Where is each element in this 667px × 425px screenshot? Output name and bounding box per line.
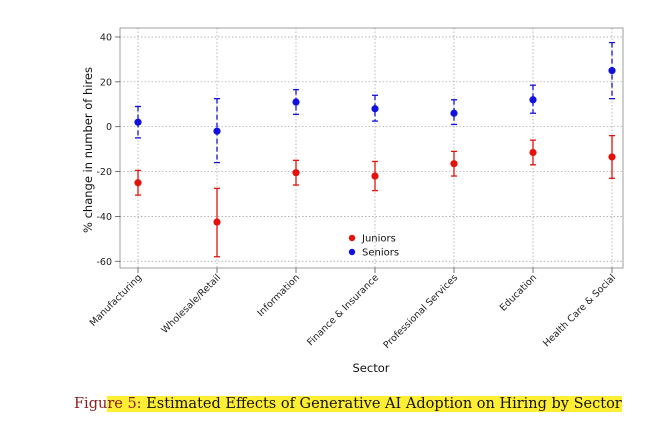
figure-caption: Figure 5: Estimated Effects of Generativ…	[74, 396, 622, 412]
caption-highlight: re 5: Estimated Effects of Generative AI…	[107, 396, 622, 412]
seniors-point	[529, 96, 537, 104]
x-tick-label: Education	[498, 272, 539, 313]
juniors-point	[134, 179, 142, 187]
juniors-point	[371, 172, 379, 180]
caption-highlight-start: r	[107, 396, 115, 412]
y-axis: -60 -40 -20 0 20 40	[96, 32, 120, 268]
y-tick-label: -20	[96, 167, 112, 178]
x-tick-label: Health Care & Social	[541, 272, 618, 349]
legend: Juniors Seniors	[348, 234, 399, 259]
y-axis-title: % change in number of hires	[81, 67, 95, 233]
legend-marker-juniors	[348, 234, 356, 242]
y-tick-label: 40	[100, 32, 112, 43]
data-marks	[134, 41, 616, 258]
caption-label: e 5:	[114, 396, 142, 412]
chart: -60 -40 -20 0 20 40 Manufacturing Wholesale/Re…	[81, 27, 624, 375]
seniors-point	[213, 127, 221, 135]
x-tick-label: Professional Services	[381, 272, 460, 351]
juniors-point	[292, 169, 300, 177]
legend-label-juniors: Juniors	[361, 234, 396, 245]
seniors-point	[134, 118, 142, 126]
juniors-point	[608, 153, 616, 161]
x-tick-label: Manufacturing	[88, 272, 144, 328]
juniors-point	[213, 218, 221, 226]
y-tick-label: -60	[96, 257, 112, 268]
x-axis: Manufacturing Wholesale/Retail Information…	[88, 268, 618, 351]
x-tick-label: Finance & Insurance	[305, 272, 381, 348]
legend-marker-seniors	[348, 248, 356, 256]
caption-lead: Figu	[74, 396, 108, 412]
legend-label-seniors: Seniors	[362, 248, 399, 259]
x-axis-title: Sector	[353, 361, 390, 375]
gridlines	[120, 28, 623, 268]
x-tick-label: Information	[255, 272, 302, 319]
plot-frame	[119, 27, 624, 269]
seniors-point	[371, 105, 379, 113]
juniors-point	[529, 148, 537, 157]
x-tick-label: Wholesale/Retail	[159, 272, 223, 336]
y-tick-label: -40	[96, 212, 112, 223]
seniors-point	[450, 109, 458, 117]
y-tick-label: 20	[100, 77, 112, 88]
y-tick-label: 0	[106, 122, 112, 133]
juniors-point	[450, 160, 458, 168]
seniors-point	[608, 67, 616, 75]
seniors-point	[292, 98, 300, 106]
caption-text: Estimated Effects of Generative AI Adopt…	[141, 396, 622, 412]
